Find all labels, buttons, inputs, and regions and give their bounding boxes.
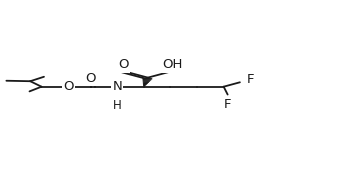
Text: OH: OH [162, 58, 182, 71]
Text: O: O [118, 58, 129, 71]
Text: O: O [85, 72, 96, 85]
Text: N: N [112, 80, 122, 93]
Text: F: F [224, 98, 231, 111]
Text: F: F [247, 73, 254, 86]
Text: O: O [63, 80, 73, 93]
Text: H: H [113, 99, 122, 112]
